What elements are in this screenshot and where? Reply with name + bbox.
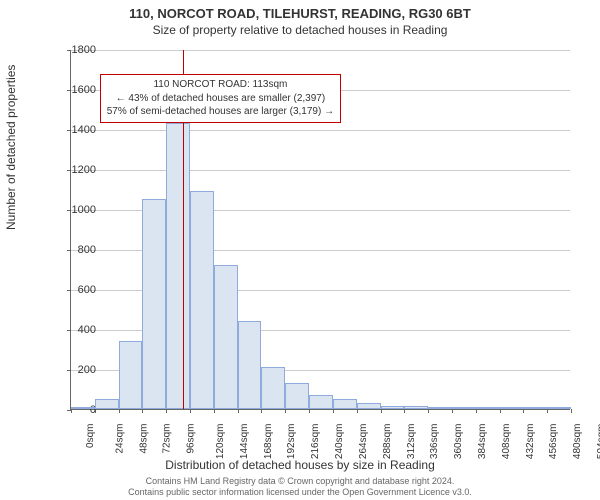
x-axis-label: Distribution of detached houses by size …	[0, 458, 600, 472]
x-tick-mark	[261, 409, 262, 413]
footer-line1: Contains HM Land Registry data © Crown c…	[0, 476, 600, 487]
annotation-line3: 57% of semi-detached houses are larger (…	[107, 105, 334, 119]
x-tick-mark	[309, 409, 310, 413]
x-tick-mark	[357, 409, 358, 413]
histogram-bar	[214, 265, 238, 409]
x-tick-mark	[142, 409, 143, 413]
x-tick-label: 96sqm	[186, 424, 197, 454]
x-tick-mark	[214, 409, 215, 413]
histogram-bar	[500, 407, 524, 409]
annotation-line1: 110 NORCOT ROAD: 113sqm	[107, 78, 334, 92]
histogram-bar	[452, 407, 476, 409]
x-tick-mark	[381, 409, 382, 413]
x-tick-mark	[571, 409, 572, 413]
gridline	[71, 130, 570, 131]
x-tick-label: 192sqm	[287, 424, 298, 460]
histogram-bar	[95, 399, 119, 409]
x-tick-mark	[547, 409, 548, 413]
y-tick-label: 1600	[36, 84, 96, 96]
histogram-bar	[261, 367, 285, 409]
x-tick-mark	[500, 409, 501, 413]
y-tick-label: 1800	[36, 44, 96, 56]
x-tick-label: 504sqm	[596, 424, 600, 460]
histogram-bar	[547, 407, 571, 409]
x-tick-label: 240sqm	[334, 424, 345, 460]
x-tick-label: 360sqm	[453, 424, 464, 460]
x-tick-label: 384sqm	[477, 424, 488, 460]
x-tick-mark	[476, 409, 477, 413]
x-tick-label: 432sqm	[525, 424, 536, 460]
histogram-bar	[119, 341, 143, 409]
x-tick-label: 144sqm	[239, 424, 250, 460]
x-tick-mark	[190, 409, 191, 413]
chart-title: 110, NORCOT ROAD, TILEHURST, READING, RG…	[0, 6, 600, 21]
histogram-bar	[381, 406, 405, 409]
y-tick-label: 800	[36, 244, 96, 256]
y-axis-label: Number of detached properties	[4, 65, 18, 230]
y-tick-label: 1200	[36, 164, 96, 176]
histogram-bar	[357, 403, 381, 409]
x-tick-label: 0sqm	[85, 424, 96, 448]
x-tick-label: 72sqm	[162, 424, 173, 454]
chart-subtitle: Size of property relative to detached ho…	[0, 23, 600, 37]
y-tick-label: 1000	[36, 204, 96, 216]
x-tick-label: 288sqm	[382, 424, 393, 460]
x-tick-label: 24sqm	[114, 424, 125, 454]
histogram-bar	[238, 321, 262, 409]
footer-line2: Contains public sector information licen…	[0, 487, 600, 498]
histogram-bar	[71, 407, 95, 409]
histogram-bar	[523, 407, 547, 409]
x-tick-label: 216sqm	[310, 424, 321, 460]
histogram-bar	[428, 407, 452, 409]
x-tick-label: 480sqm	[572, 424, 583, 460]
x-tick-mark	[119, 409, 120, 413]
histogram-bar	[404, 406, 428, 409]
y-tick-label: 1400	[36, 124, 96, 136]
histogram-bar	[476, 407, 500, 409]
x-tick-label: 48sqm	[138, 424, 149, 454]
histogram-bar	[333, 399, 357, 409]
x-tick-label: 336sqm	[429, 424, 440, 460]
y-tick-label: 200	[36, 364, 96, 376]
x-tick-mark	[523, 409, 524, 413]
x-tick-mark	[285, 409, 286, 413]
histogram-bar	[190, 191, 214, 409]
x-tick-label: 456sqm	[548, 424, 559, 460]
histogram-bar	[309, 395, 333, 409]
x-tick-label: 408sqm	[501, 424, 512, 460]
y-tick-label: 400	[36, 324, 96, 336]
x-tick-mark	[333, 409, 334, 413]
footer-attribution: Contains HM Land Registry data © Crown c…	[0, 476, 600, 498]
y-tick-label: 0	[36, 404, 96, 416]
x-tick-mark	[404, 409, 405, 413]
histogram-bar	[166, 123, 190, 409]
x-tick-mark	[238, 409, 239, 413]
annotation-line2: ← 43% of detached houses are smaller (2,…	[107, 92, 334, 106]
gridline	[71, 50, 570, 51]
annotation-box: 110 NORCOT ROAD: 113sqm← 43% of detached…	[100, 74, 341, 123]
histogram-bar	[142, 199, 166, 409]
x-tick-label: 312sqm	[406, 424, 417, 460]
x-tick-label: 168sqm	[263, 424, 274, 460]
x-tick-mark	[166, 409, 167, 413]
x-tick-label: 264sqm	[358, 424, 369, 460]
x-tick-mark	[452, 409, 453, 413]
x-tick-label: 120sqm	[215, 424, 226, 460]
y-tick-label: 600	[36, 284, 96, 296]
x-tick-mark	[428, 409, 429, 413]
histogram-bar	[285, 383, 309, 409]
gridline	[71, 170, 570, 171]
